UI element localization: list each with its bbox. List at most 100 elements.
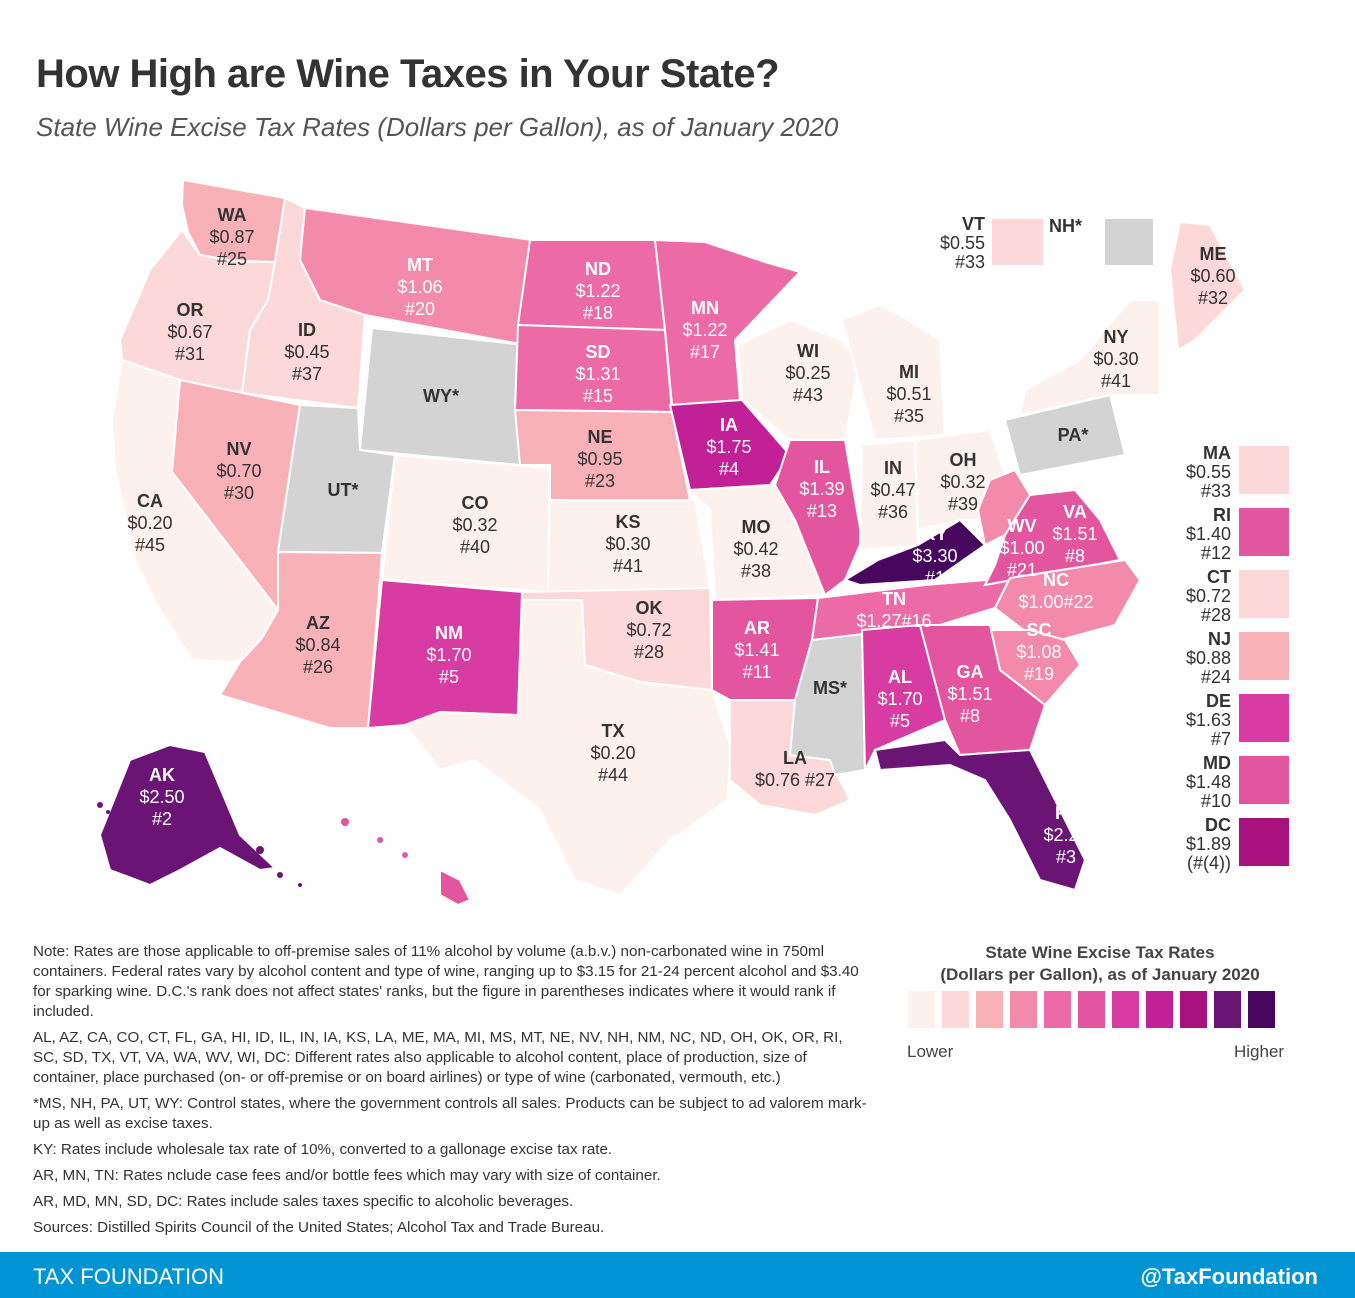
state-shape-me [1168,220,1247,352]
state-abbr: GA [957,662,984,682]
state-rate: $1.00#22 [1018,592,1093,612]
state-label-tn: TN$1.27#16 [856,589,931,631]
legend-low-label: Lower [907,1042,954,1061]
state-rank: #44 [598,765,628,785]
state-abbr: WY* [423,386,459,406]
state-abbr: AZ [306,613,330,633]
inset-label-vt: VT$0.55#33 [940,214,985,272]
state-label-ok: OK$0.72#28 [626,598,671,662]
state-rank: #38 [741,561,771,581]
inset-rate: $1.40 [1186,524,1231,544]
state-rank: #26 [303,657,333,677]
state-shape-mn [653,238,802,407]
state-abbr: CA [137,491,163,511]
note-control-states: *MS, NH, PA, UT, WY: Control states, whe… [33,1095,867,1132]
state-rate: $1.51 [1052,524,1097,544]
state-label-sc: SC$1.08#19 [1016,620,1061,684]
state-shape-az [218,550,384,729]
state-rank: #28 [634,642,664,662]
state-abbr: SC [1026,620,1051,640]
state-label-nm: NM$1.70#5 [426,623,471,687]
footer-bar: TAX FOUNDATION @TaxFoundation [0,1252,1355,1298]
inset-rank: #33 [1201,481,1231,501]
legend-swatch-2 [942,991,969,1028]
state-rank: #8 [1065,546,1085,566]
page-subtitle: State Wine Excise Tax Rates (Dollars per… [36,112,839,142]
state-abbr: OH [950,450,977,470]
state-abbr: NY [1103,327,1128,347]
inset-rank: (#(4)) [1187,853,1231,873]
state-rank: #14 [376,899,406,919]
inset-label-ct: CT$0.72#28 [1186,567,1231,625]
state-rate: $0.45 [284,342,329,362]
state-label-ak: AK$2.50#2 [139,765,184,829]
state-rate: $0.72 [626,620,671,640]
state-rank: #23 [585,471,615,491]
state-label-fl: FL$2.25#3 [1043,803,1088,867]
state-label-pa: PA* [1058,425,1089,445]
state-rank: #41 [1101,371,1131,391]
state-rate: $0.60 [1190,266,1235,286]
state-label-wy: WY* [423,386,459,406]
legend-swatch-7 [1112,991,1139,1028]
state-rate: $0.30 [1093,349,1138,369]
state-rank: #15 [583,386,613,406]
state-label-wa: WA$0.87#25 [209,205,254,269]
state-rank: #1 [925,568,945,588]
state-rate: $0.20 [590,743,635,763]
state-rate: $1.31 [575,364,620,384]
state-abbr: AK [149,765,175,785]
state-abbr: PA* [1058,425,1089,445]
inset-swatch-dc [1239,818,1289,866]
state-labels: WA$0.87#25OR$0.67#31CA$0.20#45ID$0.45#37… [127,205,1235,919]
inset-swatch-vt [992,219,1043,265]
state-rank: #13 [807,501,837,521]
state-abbr: CO [462,493,489,513]
state-abbr: WA [218,205,247,225]
state-abbr: HI [382,855,400,875]
state-rank: #4 [719,459,739,479]
state-abbr: WI [797,341,819,361]
state-abbr: MO [742,517,771,537]
state-rate: $0.32 [452,515,497,535]
state-abbr: AL [888,667,912,687]
state-label-al: AL$1.70#5 [877,667,922,731]
state-label-ar: AR$1.41#11 [734,618,779,682]
note-main: Note: Rates are those applicable to off-… [33,943,859,1020]
state-rate: $0.51 [886,384,931,404]
island-shape [377,837,383,843]
note-ky: KY: Rates include wholesale tax rate of … [33,1141,613,1158]
state-label-nc: NC$1.00#22 [1018,570,1093,612]
inset-swatch-nj [1239,632,1289,680]
state-shape-hi [439,868,472,907]
state-rank: #5 [890,711,910,731]
state-abbr: SD [585,342,610,362]
state-label-il: IL$1.39#13 [799,457,844,521]
inset-swatch-ct [1239,570,1289,618]
state-rate: $1.27#16 [856,611,931,631]
inset-rate: $0.88 [1186,648,1231,668]
state-abbr: ME [1200,244,1227,264]
state-rate: $0.32 [940,472,985,492]
state-label-me: ME$0.60#32 [1190,244,1235,308]
state-abbr: NC [1043,570,1069,590]
state-abbr: MI [899,362,919,382]
inset-label-md: MD$1.48#10 [1186,753,1231,811]
state-rank: #30 [224,483,254,503]
inset-rank: #10 [1201,791,1231,811]
state-rate: $0.76 #27 [755,770,835,790]
state-label-nd: ND$1.22#18 [575,259,620,323]
island-shape [277,872,283,878]
inset-label-ri: RI$1.40#12 [1186,505,1231,563]
state-label-ks: KS$0.30#41 [605,512,650,576]
state-label-la: LA$0.76 #27 [755,748,835,790]
inset-abbr: RI [1213,505,1231,525]
state-rate: $0.20 [127,513,172,533]
state-label-ne: NE$0.95#23 [577,427,622,491]
us-map: WA$0.87#25OR$0.67#31CA$0.20#45ID$0.45#37… [97,180,1289,919]
inset-swatch-md [1239,756,1289,804]
state-rate: $1.08 [1016,642,1061,662]
state-rate: $0.30 [605,534,650,554]
state-label-va: VA$1.51#8 [1052,502,1097,566]
inset-rate: $0.55 [940,233,985,253]
